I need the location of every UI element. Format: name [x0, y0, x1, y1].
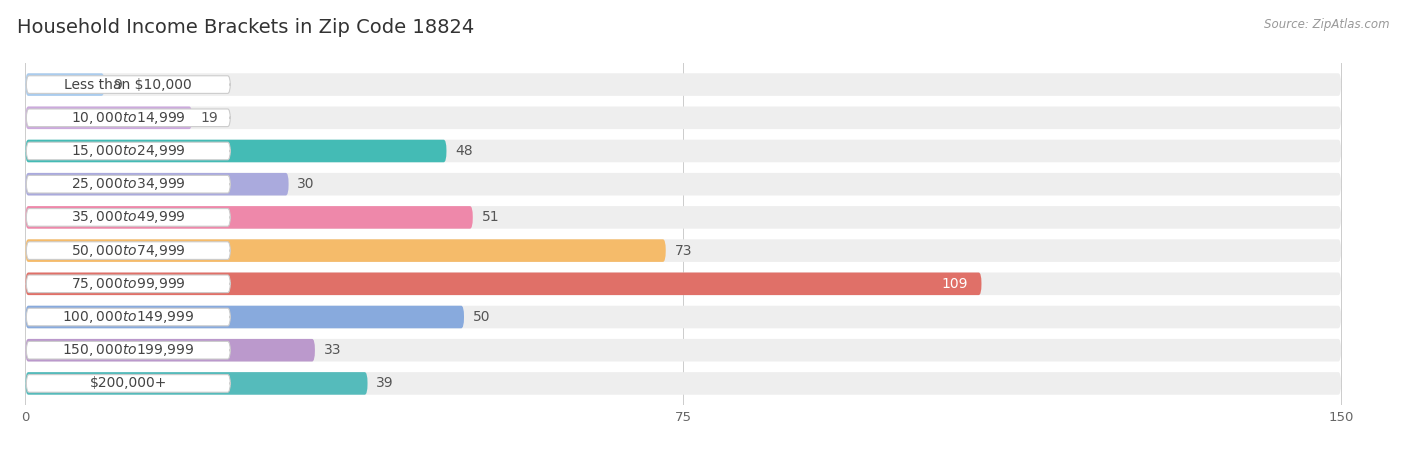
- Text: Less than $10,000: Less than $10,000: [65, 77, 193, 92]
- FancyBboxPatch shape: [25, 306, 1341, 328]
- Text: 19: 19: [201, 111, 219, 125]
- FancyBboxPatch shape: [27, 308, 231, 326]
- Text: 9: 9: [112, 77, 122, 92]
- FancyBboxPatch shape: [27, 242, 231, 259]
- Text: 50: 50: [472, 310, 491, 324]
- FancyBboxPatch shape: [25, 339, 1341, 361]
- Text: 109: 109: [942, 277, 969, 291]
- FancyBboxPatch shape: [25, 339, 315, 361]
- Text: $50,000 to $74,999: $50,000 to $74,999: [70, 243, 186, 259]
- Text: Household Income Brackets in Zip Code 18824: Household Income Brackets in Zip Code 18…: [17, 18, 474, 37]
- FancyBboxPatch shape: [27, 176, 231, 193]
- Text: $15,000 to $24,999: $15,000 to $24,999: [70, 143, 186, 159]
- Text: $25,000 to $34,999: $25,000 to $34,999: [70, 176, 186, 192]
- Text: 73: 73: [675, 243, 692, 257]
- FancyBboxPatch shape: [25, 239, 665, 262]
- Text: 48: 48: [456, 144, 472, 158]
- Text: $10,000 to $14,999: $10,000 to $14,999: [70, 110, 186, 126]
- FancyBboxPatch shape: [25, 107, 1341, 129]
- FancyBboxPatch shape: [27, 374, 231, 392]
- FancyBboxPatch shape: [27, 142, 231, 160]
- FancyBboxPatch shape: [27, 275, 231, 292]
- Text: $100,000 to $149,999: $100,000 to $149,999: [62, 309, 194, 325]
- FancyBboxPatch shape: [25, 140, 447, 162]
- FancyBboxPatch shape: [27, 109, 231, 126]
- FancyBboxPatch shape: [25, 372, 367, 395]
- FancyBboxPatch shape: [25, 206, 1341, 229]
- Text: $200,000+: $200,000+: [90, 376, 167, 391]
- FancyBboxPatch shape: [25, 107, 193, 129]
- FancyBboxPatch shape: [25, 73, 1341, 96]
- Text: Source: ZipAtlas.com: Source: ZipAtlas.com: [1264, 18, 1389, 31]
- FancyBboxPatch shape: [25, 73, 104, 96]
- FancyBboxPatch shape: [25, 173, 288, 195]
- FancyBboxPatch shape: [25, 306, 464, 328]
- Text: 51: 51: [481, 211, 499, 225]
- Text: 39: 39: [377, 376, 394, 391]
- FancyBboxPatch shape: [25, 239, 1341, 262]
- Text: $35,000 to $49,999: $35,000 to $49,999: [70, 209, 186, 225]
- FancyBboxPatch shape: [25, 372, 1341, 395]
- FancyBboxPatch shape: [25, 206, 472, 229]
- Text: 33: 33: [323, 343, 342, 357]
- FancyBboxPatch shape: [25, 273, 981, 295]
- FancyBboxPatch shape: [25, 140, 1341, 162]
- FancyBboxPatch shape: [27, 76, 231, 94]
- FancyBboxPatch shape: [27, 342, 231, 359]
- FancyBboxPatch shape: [25, 173, 1341, 195]
- FancyBboxPatch shape: [27, 209, 231, 226]
- FancyBboxPatch shape: [25, 273, 1341, 295]
- Text: $75,000 to $99,999: $75,000 to $99,999: [70, 276, 186, 292]
- Text: $150,000 to $199,999: $150,000 to $199,999: [62, 342, 194, 358]
- Text: 30: 30: [297, 177, 315, 191]
